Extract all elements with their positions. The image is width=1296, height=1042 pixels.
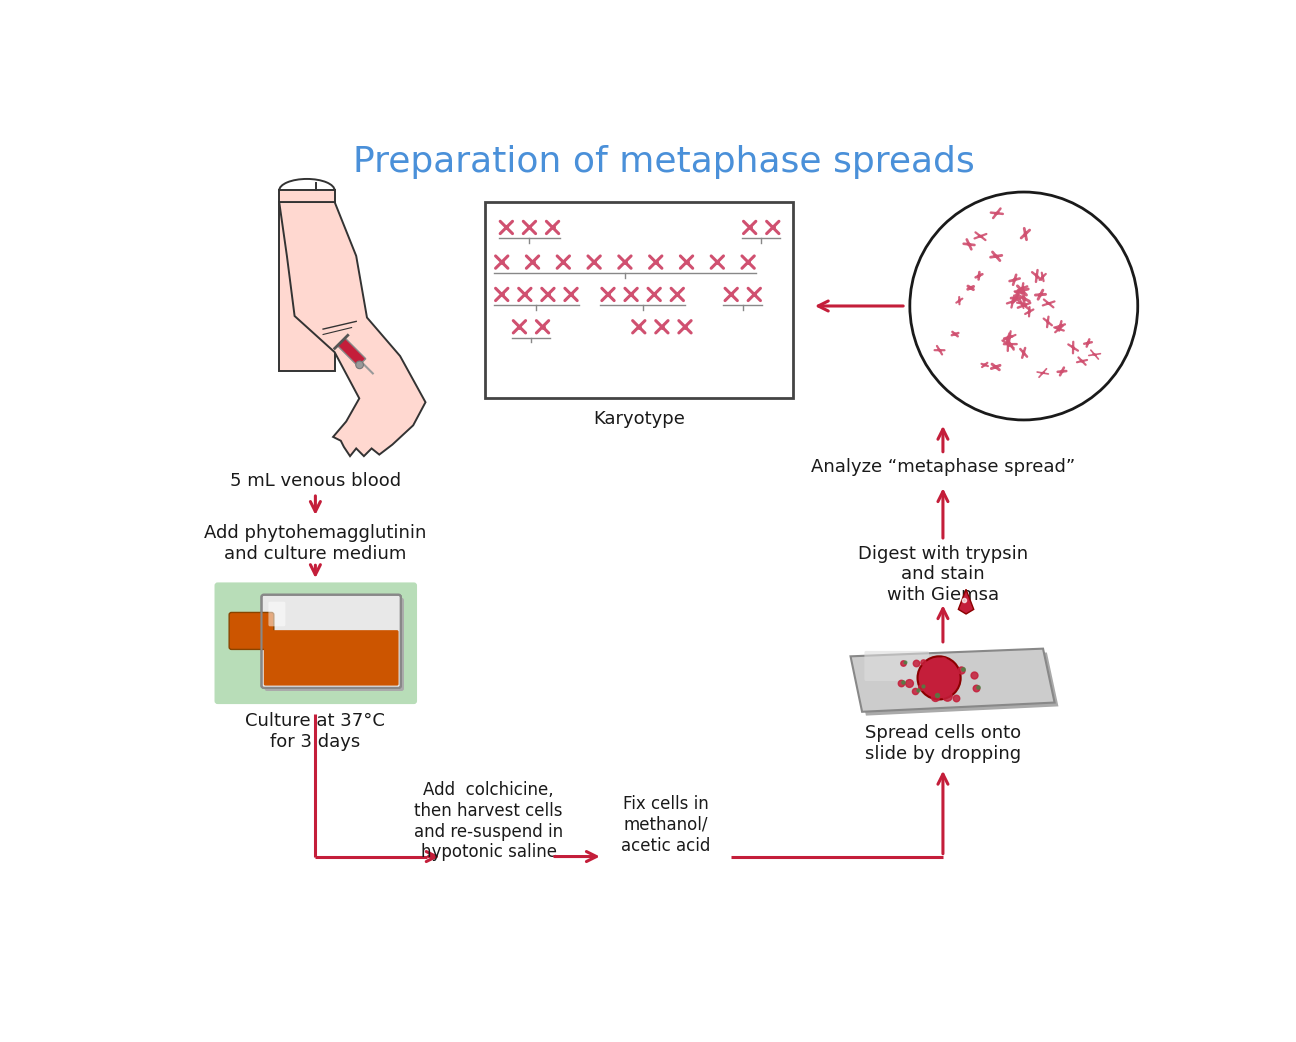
Text: Culture at 37°C
for 3 days: Culture at 37°C for 3 days	[245, 712, 385, 750]
Text: Add phytohemagglutinin
and culture medium: Add phytohemagglutinin and culture mediu…	[205, 524, 426, 563]
Polygon shape	[337, 338, 365, 367]
Text: Karyotype: Karyotype	[592, 410, 684, 428]
Polygon shape	[958, 590, 973, 614]
Polygon shape	[850, 648, 1055, 712]
Polygon shape	[279, 202, 425, 456]
Text: Analyze “metaphase spread”: Analyze “metaphase spread”	[811, 457, 1076, 476]
Text: Preparation of metaphase spreads: Preparation of metaphase spreads	[354, 145, 975, 179]
FancyBboxPatch shape	[264, 598, 404, 691]
Polygon shape	[854, 652, 1059, 716]
Circle shape	[356, 361, 363, 369]
Circle shape	[918, 656, 960, 699]
Text: Fix cells in
methanol/
acetic acid: Fix cells in methanol/ acetic acid	[621, 795, 710, 854]
FancyBboxPatch shape	[264, 630, 399, 686]
Text: Spread cells onto
slide by dropping: Spread cells onto slide by dropping	[864, 724, 1021, 763]
FancyBboxPatch shape	[229, 613, 273, 649]
Bar	[485, 202, 793, 398]
Circle shape	[910, 192, 1138, 420]
Text: Digest with trypsin
and stain
with Giemsa: Digest with trypsin and stain with Giems…	[858, 545, 1028, 604]
Text: 5 mL venous blood: 5 mL venous blood	[229, 472, 400, 490]
FancyBboxPatch shape	[864, 651, 929, 681]
FancyBboxPatch shape	[215, 582, 417, 704]
Polygon shape	[279, 191, 334, 371]
FancyBboxPatch shape	[262, 595, 400, 688]
Text: Add  colchicine,
then harvest cells
and re-suspend in
hypotonic saline: Add colchicine, then harvest cells and r…	[415, 782, 564, 862]
FancyBboxPatch shape	[268, 601, 285, 626]
